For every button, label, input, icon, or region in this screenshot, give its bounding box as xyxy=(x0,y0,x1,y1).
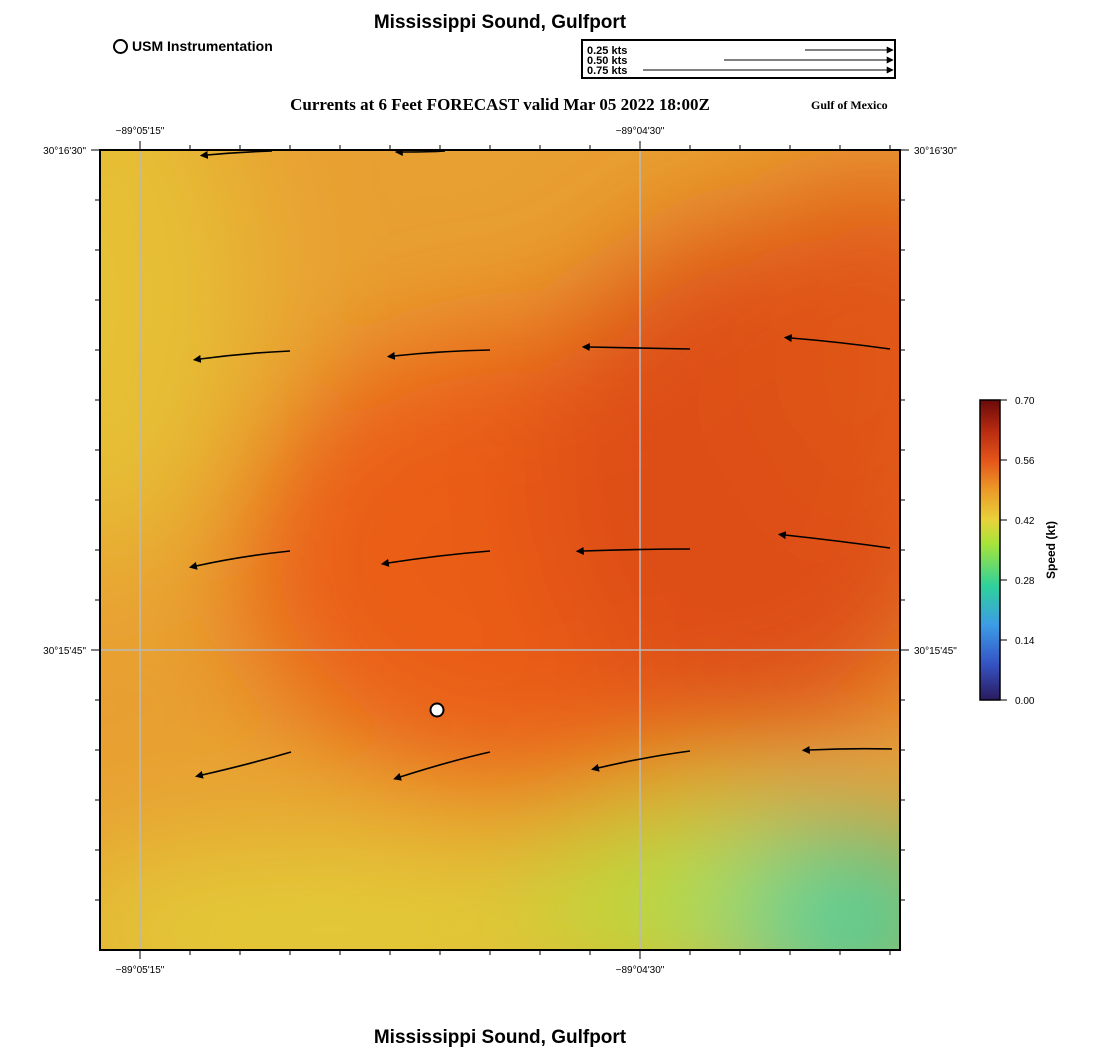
current-vector xyxy=(393,751,491,781)
colorbar-tick-label: 0.00 xyxy=(1015,696,1035,707)
footer-title: Mississippi Sound, Gulfport xyxy=(373,1027,627,1048)
reference-label-050: 0.50 kts xyxy=(587,55,628,67)
current-vector xyxy=(386,349,491,360)
right-axis-label: 30°15'45" xyxy=(914,646,957,657)
colorbar xyxy=(979,399,1001,701)
current-vector xyxy=(777,531,891,549)
current-vector xyxy=(783,334,891,350)
current-vector xyxy=(194,751,292,779)
station-legend: USM Instrumentation xyxy=(113,38,273,54)
station-legend-label: USM Instrumentation xyxy=(132,38,273,54)
current-vector xyxy=(188,550,291,570)
map-title: Mississippi Sound, Gulfport xyxy=(373,12,627,33)
current-vector xyxy=(192,350,291,363)
current-vector xyxy=(590,750,691,772)
station-marker-icon[interactable] xyxy=(429,702,445,718)
current-vectors xyxy=(188,150,893,781)
colorbar-tick-label: 0.70 xyxy=(1015,396,1035,407)
colorbar-tick-label: 0.14 xyxy=(1015,636,1035,647)
right-axis-label: 30°16'30" xyxy=(914,146,957,157)
bottom-axis-label: −89°05'15" xyxy=(116,965,165,976)
speed-field xyxy=(100,150,900,950)
current-vector xyxy=(575,546,691,555)
current-vector xyxy=(801,745,893,754)
colorbar-ticks xyxy=(1000,399,1007,701)
reference-vectors-svg xyxy=(643,46,894,74)
reference-vector-box: 0.25 kts 0.50 kts 0.75 kts xyxy=(581,39,896,79)
colorbar-tick-label: 0.28 xyxy=(1015,576,1035,587)
current-vector xyxy=(199,150,273,159)
top-axis-label: −89°04'30" xyxy=(616,126,665,137)
colorbar-tick-label: 0.56 xyxy=(1015,456,1035,467)
reference-label-025: 0.25 kts xyxy=(587,45,628,57)
reference-label-075: 0.75 kts xyxy=(587,65,628,77)
region-label: Gulf of Mexico xyxy=(811,98,888,112)
colorbar-label: Speed (kt) xyxy=(1044,521,1058,579)
left-axis-label: 30°16'30" xyxy=(43,146,86,157)
current-vector xyxy=(394,150,446,156)
colorbar-tick-label: 0.42 xyxy=(1015,516,1035,527)
forecast-subtitle: Currents at 6 Feet FORECAST valid Mar 05… xyxy=(290,95,710,114)
left-axis-label: 30°15'45" xyxy=(43,646,86,657)
current-vector xyxy=(380,550,491,567)
bottom-axis-label: −89°04'30" xyxy=(616,965,665,976)
current-vector xyxy=(581,343,691,352)
station-marker-icon xyxy=(113,38,128,54)
map-ticks xyxy=(91,141,909,959)
top-axis-label: −89°05'15" xyxy=(116,126,165,137)
